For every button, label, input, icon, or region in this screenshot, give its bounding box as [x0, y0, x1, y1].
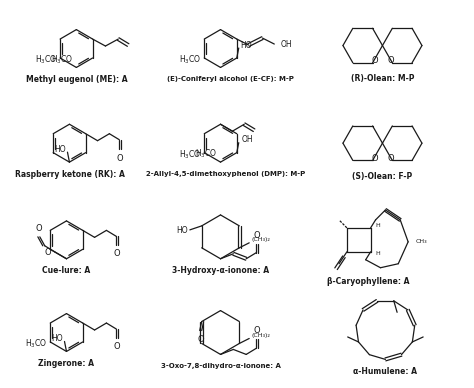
Text: O: O [254, 326, 260, 336]
Text: H$_3$CO: H$_3$CO [195, 148, 218, 160]
Text: 3-Oxo-7,8-dihydro-α-ionone: A: 3-Oxo-7,8-dihydro-α-ionone: A [161, 364, 281, 369]
Text: H$_3$CO: H$_3$CO [51, 53, 73, 66]
Text: H$_3$CO: H$_3$CO [35, 54, 57, 66]
Text: O: O [197, 336, 204, 345]
Text: O: O [114, 249, 120, 258]
Text: OH: OH [280, 40, 292, 48]
Text: CH₃: CH₃ [416, 239, 428, 244]
Text: O: O [114, 342, 120, 351]
Text: α-Humulene: A: α-Humulene: A [354, 367, 418, 376]
Text: (R)-Olean: M-P: (R)-Olean: M-P [351, 74, 414, 83]
Text: H: H [375, 223, 380, 229]
Text: O: O [371, 56, 378, 65]
Text: HO: HO [176, 226, 188, 236]
Text: 2-Allyl-4,5-dimethoxyphenol (DMP): M-P: 2-Allyl-4,5-dimethoxyphenol (DMP): M-P [146, 171, 305, 177]
Text: H$_3$CO: H$_3$CO [179, 54, 201, 66]
Text: (CH₃)₂: (CH₃)₂ [251, 333, 270, 338]
Text: HO: HO [241, 40, 252, 50]
Text: β-Caryophyllene: A: β-Caryophyllene: A [328, 277, 410, 286]
Text: O: O [44, 248, 51, 257]
Text: H$_3$CO: H$_3$CO [179, 148, 201, 161]
Text: (CH₃)₂: (CH₃)₂ [251, 237, 270, 242]
Text: (E)-Coniferyl alcohol (E-CF): M-P: (E)-Coniferyl alcohol (E-CF): M-P [167, 76, 294, 82]
Text: 3-Hydroxy-α-ionone: A: 3-Hydroxy-α-ionone: A [172, 266, 269, 275]
Text: Cue-lure: A: Cue-lure: A [42, 266, 91, 275]
Text: O: O [387, 154, 394, 163]
Text: Zingerone: A: Zingerone: A [38, 359, 94, 368]
Text: H$_3$CO: H$_3$CO [25, 338, 47, 350]
Text: O: O [254, 231, 260, 240]
Text: Raspberry ketone (RK): A: Raspberry ketone (RK): A [15, 170, 124, 178]
Text: (S)-Olean: F-P: (S)-Olean: F-P [352, 171, 412, 180]
Text: O: O [387, 56, 394, 65]
Text: O: O [371, 154, 378, 163]
Text: O: O [36, 224, 42, 233]
Text: Methyl eugenol (ME): A: Methyl eugenol (ME): A [26, 75, 127, 84]
Text: OH: OH [242, 135, 253, 144]
Text: H: H [375, 251, 380, 256]
Text: O: O [117, 154, 124, 163]
Text: HO: HO [54, 145, 65, 154]
Text: HO: HO [51, 334, 63, 343]
